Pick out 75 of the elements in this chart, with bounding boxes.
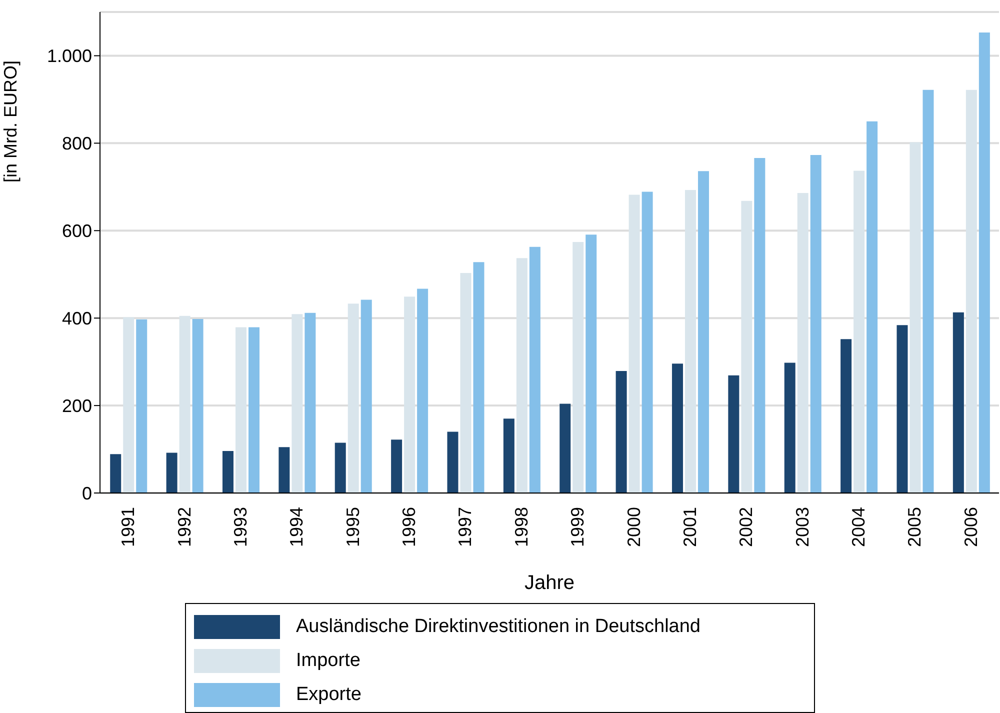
bar (616, 371, 627, 493)
y-tick-label: 800 (62, 134, 92, 154)
y-axis-title: [in Mrd. EURO] (0, 60, 20, 182)
x-tick-label: 1997 (455, 507, 476, 548)
y-tick-label: 200 (62, 396, 92, 416)
bar (978, 32, 990, 493)
bar (192, 318, 204, 493)
x-tick-label: 2006 (960, 507, 981, 548)
x-tick-label: 1991 (118, 507, 138, 548)
bar (360, 300, 372, 493)
bar (123, 317, 134, 493)
bar (166, 452, 178, 493)
bar (222, 451, 234, 493)
bar (586, 234, 597, 493)
bar (840, 339, 852, 493)
x-tick-label: 1993 (230, 507, 250, 548)
x-tick-label: 1998 (511, 507, 532, 548)
bar (334, 442, 346, 493)
bar (460, 273, 472, 493)
legend-label: Ausländische Direktinvestitionen in Deutschland (296, 616, 701, 638)
bar (110, 454, 122, 493)
bar (404, 296, 416, 493)
bar (516, 258, 528, 493)
bar (278, 447, 290, 493)
x-axis-title: Jahre (524, 572, 575, 594)
bar (952, 312, 964, 493)
bar (248, 327, 260, 493)
x-tick-label: 2002 (736, 507, 756, 548)
x-tick-label: 1994 (286, 507, 307, 548)
bar (447, 432, 458, 493)
bar (784, 362, 796, 493)
bar (866, 121, 878, 493)
x-tick-label: 1992 (174, 507, 194, 548)
bar (473, 262, 484, 493)
bar (810, 154, 822, 493)
bar (698, 171, 709, 493)
y-tick-label: 400 (62, 308, 92, 328)
bar (136, 319, 148, 493)
bar (966, 90, 977, 493)
bar (503, 418, 514, 493)
bar (684, 190, 696, 493)
bar (672, 364, 683, 493)
bar (572, 242, 584, 493)
bar (741, 200, 752, 493)
bar (348, 304, 359, 493)
bar (560, 404, 571, 493)
y-tick-label: 0 (82, 483, 92, 504)
bar (628, 194, 640, 493)
x-tick-label: 1995 (342, 507, 363, 548)
bar (797, 193, 808, 493)
bar (292, 314, 303, 493)
bar (304, 312, 316, 493)
legend-label: Importe (296, 650, 360, 672)
y-tick-label: 600 (62, 221, 92, 242)
bar (417, 288, 428, 493)
bar (754, 158, 766, 493)
bar (529, 246, 540, 493)
bar (854, 170, 865, 493)
x-tick-label: 2004 (848, 507, 869, 548)
bar (391, 440, 402, 493)
x-tick-label: 2001 (680, 507, 700, 548)
bar (179, 316, 190, 493)
bar (922, 90, 934, 493)
bar (910, 142, 921, 493)
legend-label: Exporte (296, 684, 362, 706)
bar (235, 327, 246, 493)
bar (896, 325, 908, 493)
x-tick-label: 1996 (399, 507, 420, 548)
bar (728, 375, 740, 493)
x-tick-label: 1999 (568, 507, 588, 548)
x-tick-label: 2005 (904, 507, 925, 548)
x-tick-label: 2000 (624, 507, 644, 548)
bar (642, 192, 653, 493)
y-tick-label: 1.000 (46, 46, 92, 66)
x-tick-label: 2003 (792, 507, 812, 548)
